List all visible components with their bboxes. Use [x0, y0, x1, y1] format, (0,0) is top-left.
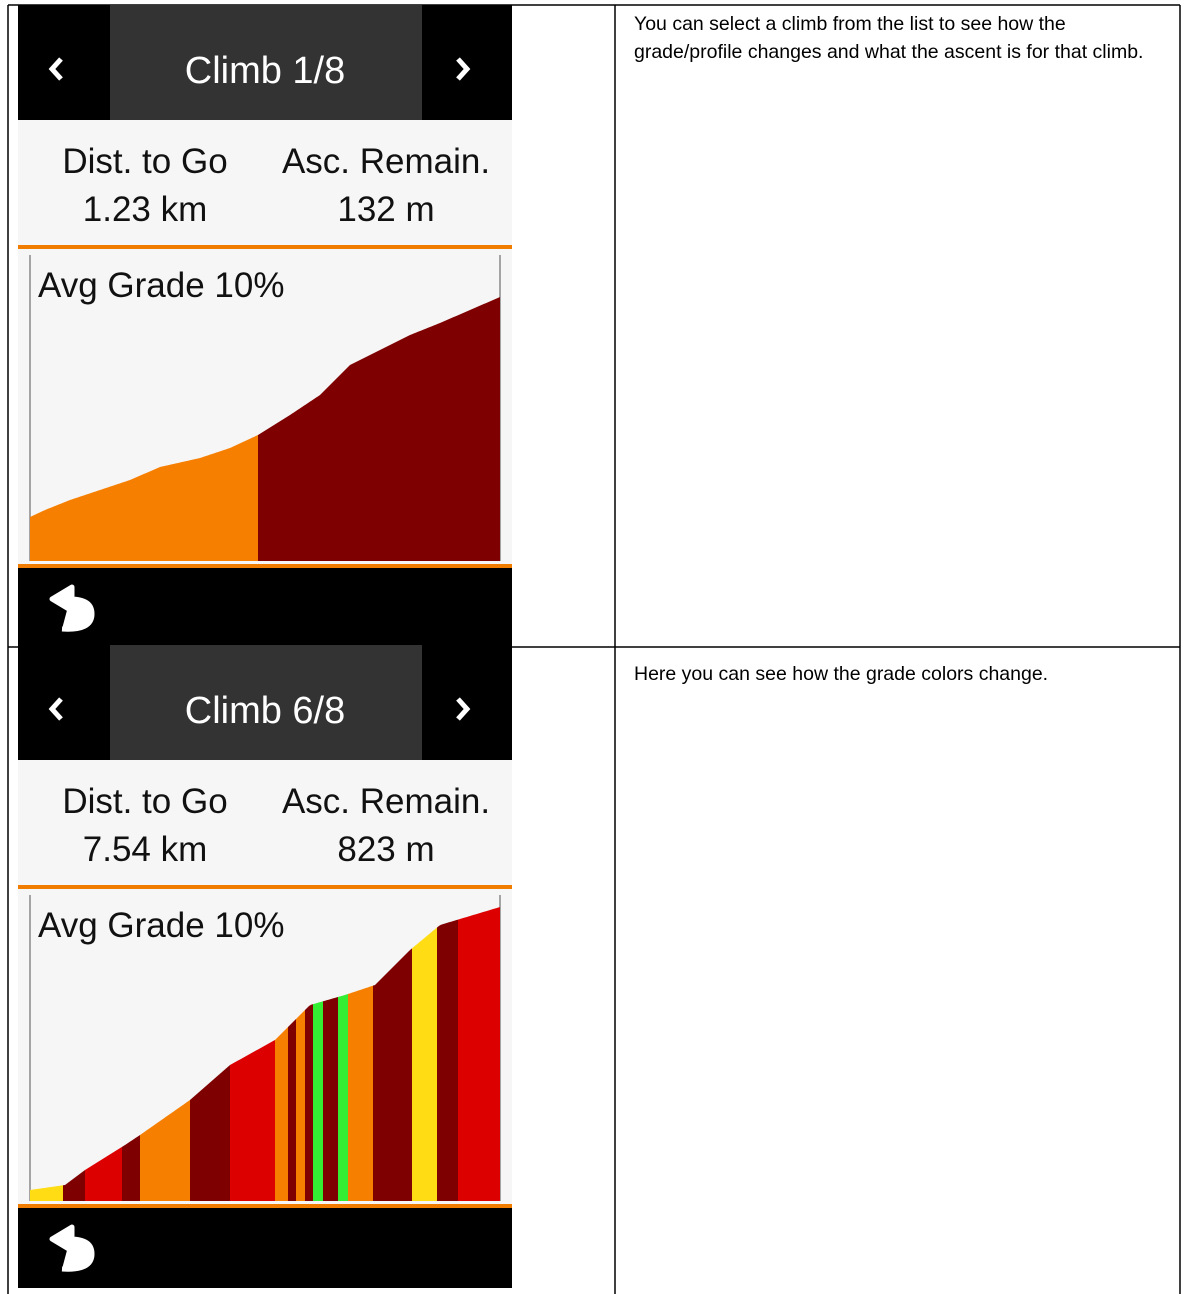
divider: [18, 564, 512, 568]
profile-segment: [323, 997, 338, 1201]
profile-segment: [373, 948, 412, 1201]
screens: Climb 1/8 Dist. to Go Asc. Remain. 1.23 km 1…: [18, 5, 512, 1288]
stat-label: Asc. Remain.: [282, 782, 490, 821]
divider: [18, 245, 512, 249]
device-screen: Climb 6/8 Dist. to Go Asc. Remain. 7.54 km 8…: [18, 645, 512, 1288]
profile-segment: [190, 1065, 230, 1201]
profile-segment: [313, 1001, 323, 1201]
profile-segment: [288, 1019, 296, 1201]
divider: [18, 885, 512, 889]
row-text: Here you can see how the grade colors ch…: [634, 663, 1049, 685]
title-box: [110, 5, 422, 120]
profile-segment: [338, 994, 348, 1201]
stat-label: Dist. to Go: [62, 142, 227, 181]
back-icon: [49, 584, 95, 632]
profile-segment: [458, 907, 500, 1201]
stats-panel: [18, 120, 512, 245]
screen-title: Climb 6/8: [185, 690, 346, 732]
profile-segment: [85, 1146, 122, 1201]
profile-segment: [140, 1100, 190, 1201]
profile-segment: [275, 1027, 288, 1201]
footer-bar: [18, 1208, 512, 1288]
profile-segment: [230, 1040, 275, 1201]
back-icon: [49, 1224, 95, 1272]
stat-value: 1.23 km: [83, 190, 208, 229]
profile-segment: [296, 1010, 305, 1201]
screen-title: Climb 1/8: [185, 50, 346, 92]
stat-value: 7.54 km: [83, 830, 208, 869]
profile-segment: [30, 435, 258, 561]
profile-segment: [437, 919, 458, 1201]
stat-value: 132 m: [337, 190, 434, 229]
profile-segment: [122, 1135, 140, 1201]
stat-label: Dist. to Go: [62, 782, 227, 821]
profile-segment: [258, 297, 500, 561]
title-box: [110, 645, 422, 760]
profile-segment: [63, 1170, 85, 1201]
row-text: You can select a climb from the list to …: [634, 13, 1144, 63]
prev-arrow: [48, 697, 63, 721]
stat-label: Asc. Remain.: [282, 142, 490, 181]
profile-segment: [348, 985, 373, 1201]
divider: [18, 1204, 512, 1208]
profile-segment: [30, 1185, 63, 1201]
stat-value: 823 m: [337, 830, 434, 869]
next-arrow: [456, 697, 471, 721]
graph-label: Avg Grade 10%: [38, 906, 284, 945]
prev-arrow: [48, 57, 63, 81]
graph-label: Avg Grade 10%: [38, 266, 284, 305]
stats-panel: [18, 760, 512, 885]
profile-segment: [305, 1004, 313, 1201]
next-arrow: [456, 57, 471, 81]
device-screen: Climb 1/8 Dist. to Go Asc. Remain. 1.23 km 1…: [18, 5, 512, 648]
profile-segment: [412, 927, 437, 1201]
footer-bar: [18, 568, 512, 648]
